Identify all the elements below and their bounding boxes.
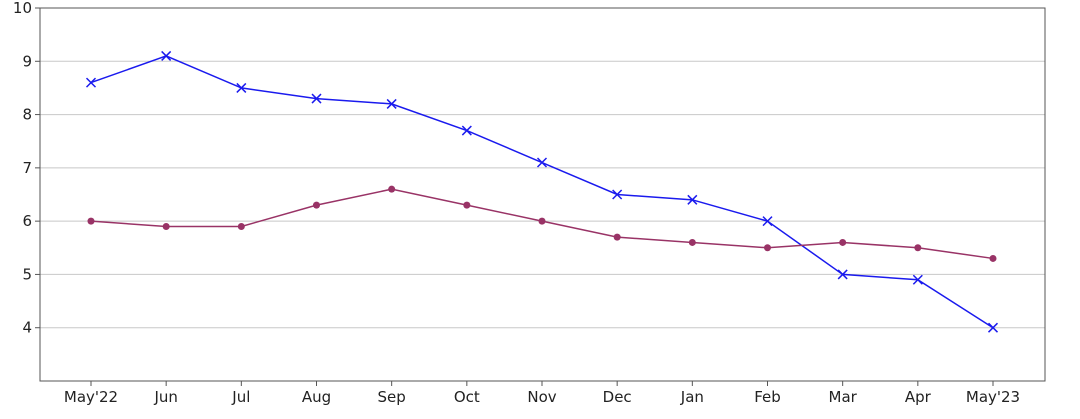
y-axis: 4 5 6 7 8 9 10 xyxy=(13,0,40,337)
x-tick-label: Jul xyxy=(231,388,250,406)
series-2-point xyxy=(87,217,95,225)
x-tick-label: Dec xyxy=(603,388,632,406)
series-2-point xyxy=(914,244,922,252)
series-1-point xyxy=(311,93,322,104)
x-tick-label: Jun xyxy=(153,388,177,406)
series-2-point xyxy=(237,222,245,230)
series-2-point xyxy=(313,201,320,209)
series-2-point xyxy=(463,201,471,209)
series-1-point xyxy=(687,194,698,205)
x-tick-label: Feb xyxy=(754,388,781,406)
series-2-point xyxy=(388,185,396,193)
y-tick-label: 5 xyxy=(22,265,32,283)
x-tick-label: Nov xyxy=(527,388,556,406)
series-1-point xyxy=(386,98,397,109)
x-tick-label: Mar xyxy=(829,388,858,406)
series-1-point xyxy=(612,189,623,200)
x-tick-label: May'23 xyxy=(966,388,1020,406)
y-tick-label: 10 xyxy=(13,0,32,17)
x-tick-label: May'22 xyxy=(64,388,118,406)
plot-frame xyxy=(39,7,1046,382)
series-2-point xyxy=(688,238,696,246)
series-1-point xyxy=(461,125,472,136)
gridlines xyxy=(40,7,1045,329)
series-1-line xyxy=(90,55,994,329)
x-axis: May'22 Jun Jul Aug Sep Oct Nov Dec Jan Feb Mar Apr M… xyxy=(64,381,1020,406)
series-2-point xyxy=(839,238,847,246)
y-tick-label: 7 xyxy=(22,159,32,177)
series-2-point xyxy=(162,222,170,230)
y-tick-label: 4 xyxy=(22,319,32,337)
series-1-point xyxy=(762,216,773,227)
series-1-point xyxy=(236,82,247,93)
x-tick-label: Jan xyxy=(680,388,704,406)
x-tick-label: Apr xyxy=(905,388,932,406)
series-1-point xyxy=(837,269,848,280)
series-2-point xyxy=(989,254,997,262)
y-tick-label: 8 xyxy=(22,106,32,124)
series-2-point xyxy=(613,233,621,241)
series-group xyxy=(85,50,999,333)
y-tick-label: 6 xyxy=(22,212,32,230)
y-tick-label: 9 xyxy=(22,52,32,70)
series-1-point xyxy=(85,77,97,88)
series-2-point xyxy=(764,244,771,252)
x-tick-label: Sep xyxy=(378,388,406,406)
series-1-point xyxy=(161,50,172,61)
series-1-point xyxy=(912,274,923,285)
x-tick-label: Aug xyxy=(302,388,331,406)
x-tick-label: Oct xyxy=(454,388,480,406)
series-1-point xyxy=(536,157,548,168)
series-1-point xyxy=(987,322,999,333)
series-2-point xyxy=(538,217,546,225)
